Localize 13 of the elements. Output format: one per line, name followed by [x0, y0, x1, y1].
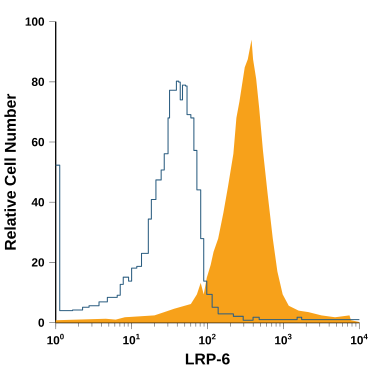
y-tick-label: 100 — [26, 17, 44, 26]
x-tick-label: 10$^{1}$ — [123, 334, 140, 344]
x-axis-title: LRP-6 — [186, 353, 230, 365]
y-tick-label: 80 — [32, 78, 44, 86]
y-tick-label: 0 — [38, 318, 44, 327]
x-tick-label: 10$^{0}$ — [47, 334, 64, 344]
y-tick-label: 60 — [32, 138, 44, 146]
x-tick-label: 10$^{3}$ — [275, 334, 292, 344]
x-tick-label: 10$^{2}$ — [199, 334, 216, 344]
y-axis-title: Relative Cell Number — [4, 94, 16, 250]
y-tick-label: 40 — [32, 198, 44, 206]
x-tick-label: 10$^{4}$ — [351, 334, 368, 344]
y-tick-label: 20 — [32, 258, 44, 267]
